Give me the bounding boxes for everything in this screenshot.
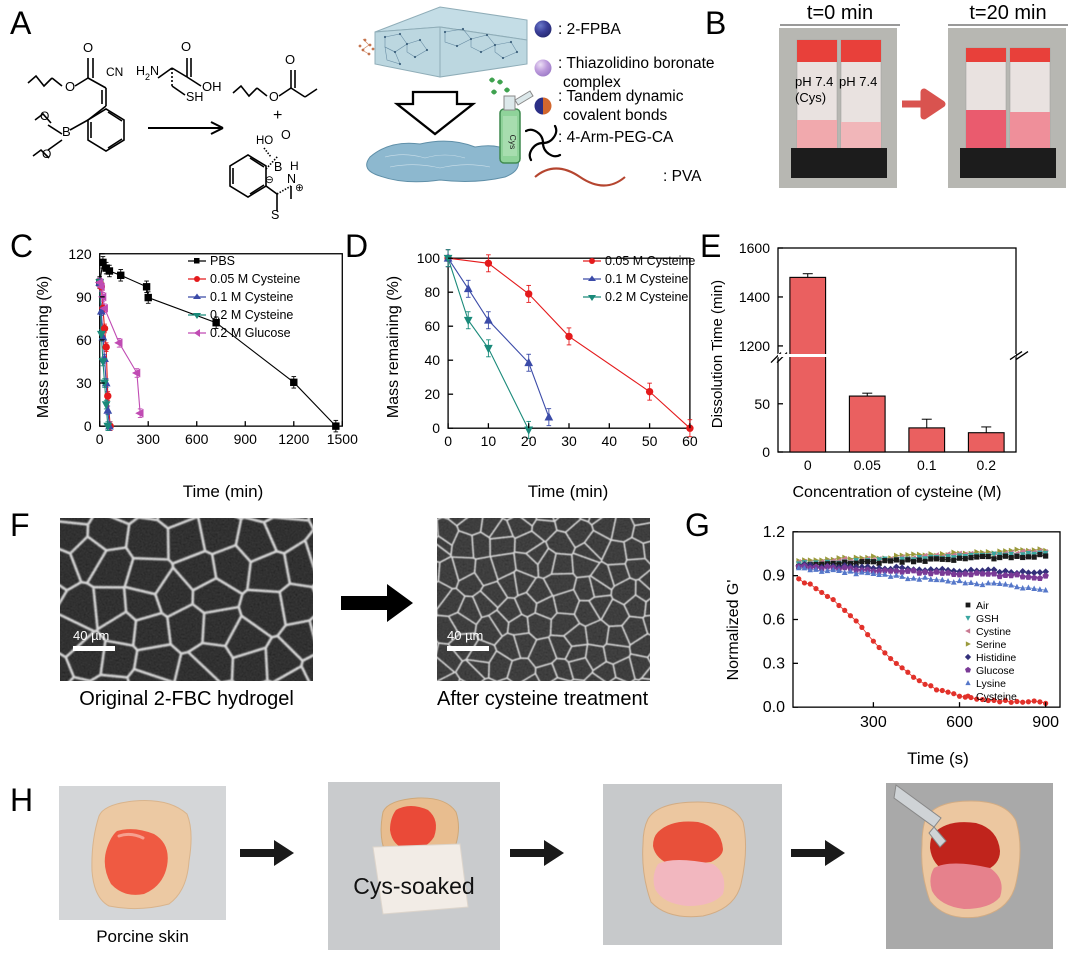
- svg-text:0.0: 0.0: [763, 699, 785, 716]
- svg-text:pH 7.4: pH 7.4: [839, 74, 877, 89]
- svg-text:+: +: [273, 107, 282, 124]
- svg-text:40 µm: 40 µm: [73, 628, 109, 643]
- svg-text:Concentration of cysteine (M): Concentration of cysteine (M): [793, 484, 1002, 501]
- svg-text:Time (s): Time (s): [907, 749, 969, 768]
- svg-text:60: 60: [682, 433, 698, 449]
- svg-text:1.2: 1.2: [763, 524, 785, 541]
- svg-text:H: H: [290, 159, 299, 173]
- svg-text:: 4-Arm-PEG-CA: : 4-Arm-PEG-CA: [558, 129, 674, 146]
- svg-text:O: O: [269, 90, 279, 104]
- svg-text:50: 50: [642, 433, 658, 449]
- svg-text:GSH: GSH: [976, 613, 999, 625]
- svg-text:40 µm: 40 µm: [447, 628, 483, 643]
- svg-text:900: 900: [1032, 714, 1059, 731]
- svg-text:O: O: [83, 40, 93, 55]
- svg-text:Cys-soaked: Cys-soaked: [353, 873, 474, 899]
- svg-text:0: 0: [84, 418, 92, 434]
- svg-text:: PVA: : PVA: [663, 168, 702, 185]
- svg-text:0.6: 0.6: [763, 612, 785, 629]
- svg-text:0.1 M Cysteine: 0.1 M Cysteine: [605, 272, 688, 286]
- svg-text:O: O: [285, 52, 295, 67]
- svg-text:0.05 M Cysteine: 0.05 M Cysteine: [210, 272, 300, 286]
- svg-text:100: 100: [417, 250, 441, 266]
- svg-text:Normalized G': Normalized G': [725, 580, 742, 681]
- svg-text:600: 600: [946, 714, 973, 731]
- svg-text:Serine: Serine: [976, 639, 1007, 651]
- svg-text:Mass remaining (%): Mass remaining (%): [385, 276, 402, 418]
- svg-text:30: 30: [76, 375, 92, 391]
- svg-text:0.2 M Cysteine: 0.2 M Cysteine: [210, 308, 293, 322]
- svg-text:80: 80: [425, 284, 441, 300]
- svg-text:40: 40: [602, 433, 618, 449]
- svg-text:Cys: Cys: [508, 135, 518, 150]
- svg-text:0: 0: [432, 420, 440, 436]
- svg-text:O: O: [181, 39, 191, 54]
- svg-text:O: O: [65, 79, 75, 94]
- svg-text:Time (min): Time (min): [528, 482, 609, 501]
- svg-text:20: 20: [425, 386, 441, 402]
- svg-text:40: 40: [425, 352, 441, 368]
- svg-text:0.9: 0.9: [763, 568, 785, 585]
- svg-text:30: 30: [561, 433, 577, 449]
- svg-text:300: 300: [137, 431, 161, 447]
- svg-text:B: B: [62, 124, 71, 139]
- svg-text:60: 60: [76, 332, 92, 348]
- svg-text:600: 600: [185, 431, 209, 447]
- svg-text:HO: HO: [256, 135, 273, 147]
- svg-text:0.2 M Glucose: 0.2 M Glucose: [210, 326, 291, 340]
- svg-text:: Tandem dynamic: : Tandem dynamic: [558, 88, 684, 105]
- svg-text:Mass remaining (%): Mass remaining (%): [35, 276, 52, 418]
- svg-text:0: 0: [804, 457, 812, 473]
- svg-text:0: 0: [96, 431, 104, 447]
- svg-text:Lysine: Lysine: [976, 678, 1006, 690]
- svg-text:CN: CN: [106, 65, 123, 79]
- svg-text:Air: Air: [976, 600, 989, 612]
- svg-text:0.3: 0.3: [763, 655, 785, 672]
- svg-text:120: 120: [68, 246, 92, 262]
- svg-text:0: 0: [444, 433, 452, 449]
- svg-text:PBS: PBS: [210, 254, 235, 268]
- svg-text:S: S: [271, 208, 279, 222]
- svg-text:SH: SH: [186, 90, 203, 104]
- svg-text:Cystine: Cystine: [976, 626, 1011, 638]
- svg-text:0.2: 0.2: [977, 457, 997, 473]
- svg-text:50: 50: [754, 396, 770, 412]
- svg-text:0.1: 0.1: [917, 457, 937, 473]
- svg-text:900: 900: [234, 431, 258, 447]
- svg-text:Cysteine: Cysteine: [976, 691, 1017, 703]
- svg-text:1200: 1200: [739, 338, 770, 354]
- svg-text:1600: 1600: [739, 242, 770, 256]
- svg-text:60: 60: [425, 318, 441, 334]
- svg-text:covalent bonds: covalent bonds: [563, 107, 668, 124]
- svg-text:300: 300: [860, 714, 887, 731]
- svg-text:H2N: H2N: [136, 64, 159, 82]
- svg-text:⊕: ⊕: [295, 182, 304, 194]
- svg-text:: 2-FPBA: : 2-FPBA: [558, 21, 622, 38]
- svg-text:O: O: [281, 128, 291, 142]
- svg-text:0.05: 0.05: [854, 457, 881, 473]
- svg-text:: Thiazolidino boronate: : Thiazolidino boronate: [558, 55, 715, 72]
- svg-text:0.05 M Cysteine: 0.05 M Cysteine: [605, 254, 695, 268]
- svg-text:1400: 1400: [739, 289, 770, 305]
- svg-text:90: 90: [76, 289, 92, 305]
- svg-text:B: B: [274, 160, 282, 174]
- svg-text:Time (min): Time (min): [183, 482, 264, 501]
- svg-text:⊖: ⊖: [265, 174, 274, 186]
- svg-text:Glucose: Glucose: [976, 665, 1015, 677]
- svg-text:1200: 1200: [278, 431, 309, 447]
- svg-text:0: 0: [762, 444, 770, 460]
- svg-text:O: O: [42, 147, 51, 161]
- svg-text:Histidine: Histidine: [976, 652, 1016, 664]
- svg-text:0.2 M Cysteine: 0.2 M Cysteine: [605, 290, 688, 304]
- svg-text:OH: OH: [202, 79, 222, 94]
- svg-text:Dissolution Time (min): Dissolution Time (min): [709, 280, 726, 428]
- svg-text:10: 10: [481, 433, 497, 449]
- svg-text:20: 20: [521, 433, 537, 449]
- svg-text:1500: 1500: [327, 431, 358, 447]
- svg-text:0.1 M Cysteine: 0.1 M Cysteine: [210, 290, 293, 304]
